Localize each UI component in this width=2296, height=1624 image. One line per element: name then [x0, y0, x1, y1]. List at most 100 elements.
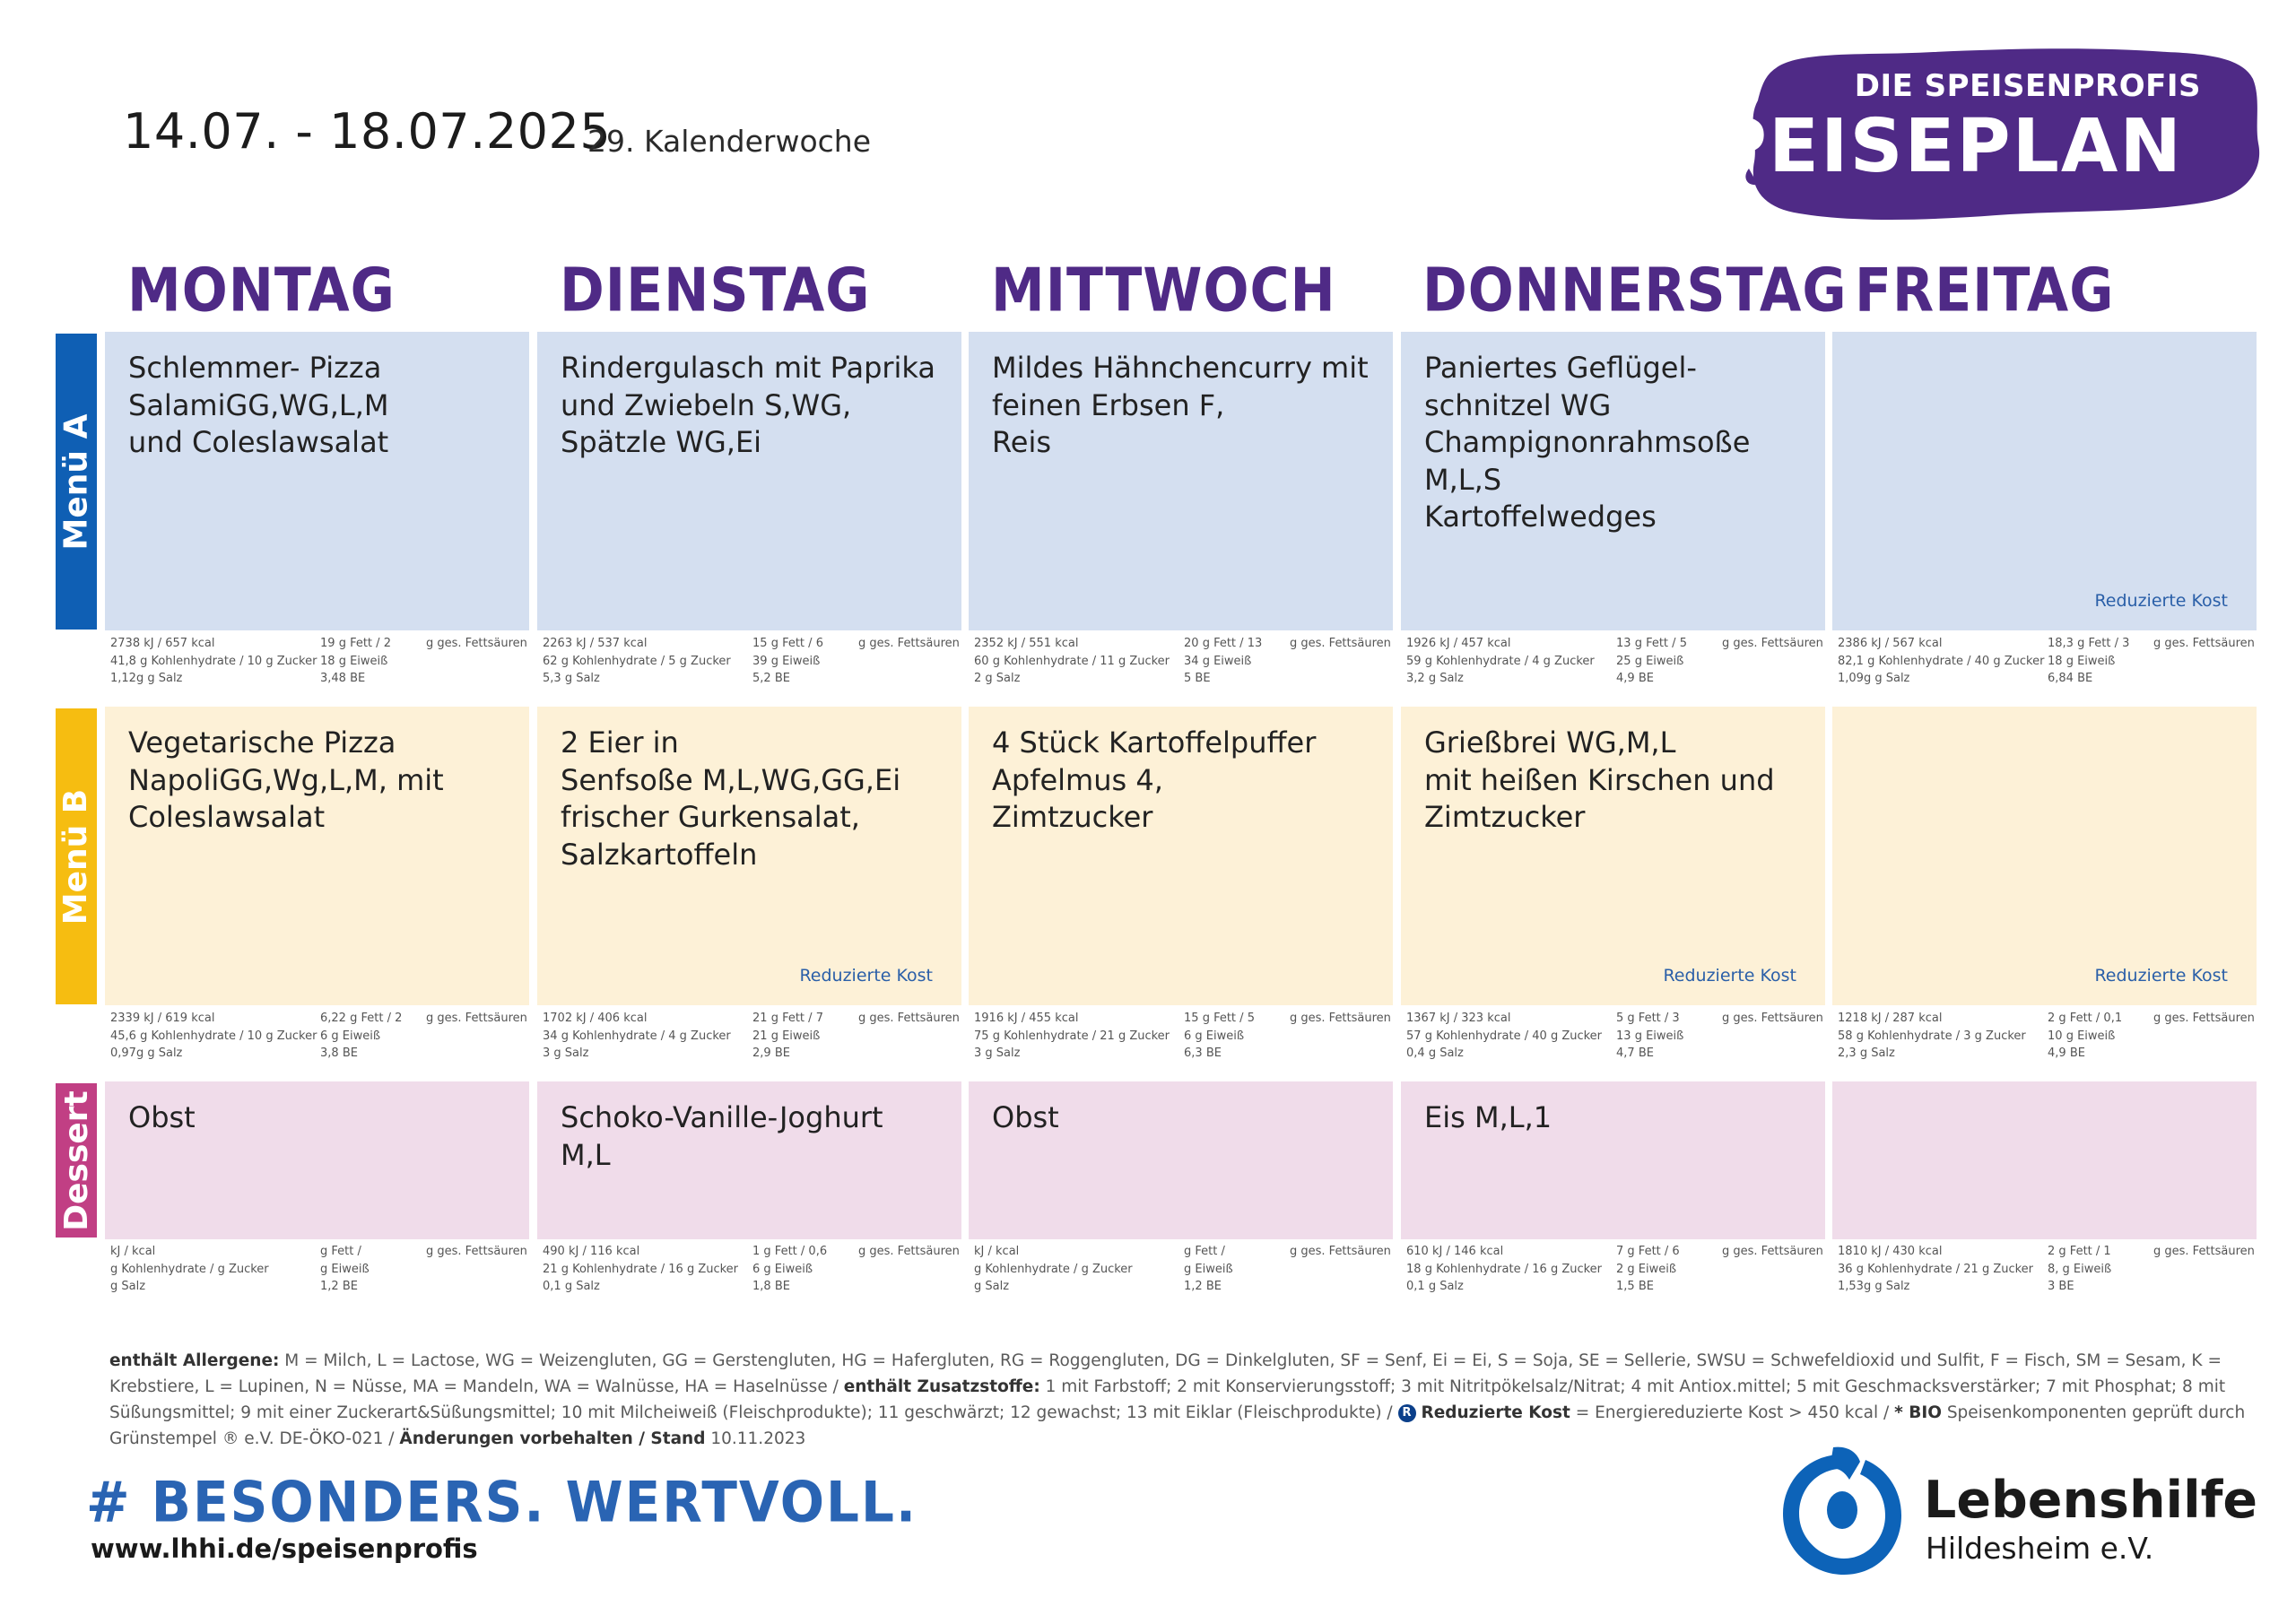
menu-cell-dessert: Obst: [105, 1081, 529, 1239]
nutrition-col-fatty-acids: g ges. Fettsäuren: [426, 635, 527, 653]
brand-big-title: SPEISEPLAN: [1657, 104, 2183, 189]
nutrition-value: 2738: [110, 637, 141, 650]
nutrition-value: 1,2: [320, 1280, 339, 1293]
nutrition-value: g Kohlenhydrate /: [561, 1262, 665, 1276]
nutrition-value: 537: [597, 637, 621, 650]
row-label-menu-a: Menü A: [56, 334, 97, 630]
nutrition-value: g Zucker: [1993, 654, 2045, 668]
nutrition-col-fatty-acids: g ges. Fettsäuren: [858, 1010, 960, 1028]
nutrition-value: 7: [815, 1012, 823, 1025]
nutrition-info: 1926 kJ / 457 kcal 59 g Kohlenhydrate / …: [1401, 635, 1825, 689]
dish-name: Schoko-Vanille-Joghurt M,L: [561, 1100, 883, 1172]
nutrition-value: kJ /: [1871, 1012, 1890, 1025]
nutrition-value: g Salz: [985, 672, 1021, 685]
nutrition-value: g Kohlenhydrate /: [140, 654, 244, 668]
nutrition-value: BE: [1205, 1046, 1222, 1060]
nutrition-line: g ges. Fettsäuren: [1722, 635, 1823, 653]
nutrition-col-fat: g Fett / g Eiweiß 1,2 BE: [1184, 1243, 1233, 1296]
nutrition-value: g Fett /: [2058, 1012, 2100, 1025]
nutrition-col-energy: kJ / kcal g Kohlenhydrate / g Zucker g S…: [110, 1243, 269, 1296]
nutrition-value: g Zucker: [1550, 1262, 1603, 1276]
nutrition-value: kcal: [191, 1012, 215, 1025]
dish-name: 4 Stück Kartoffelpuffer Apfelmus 4, Zimt…: [992, 725, 1317, 834]
nutrition-line: 6,84 BE: [2048, 670, 2129, 688]
nutrition-value: kcal: [623, 1012, 648, 1025]
nutrition-value: kJ /: [144, 637, 162, 650]
nutrition-value: 0,1: [2103, 1012, 2123, 1025]
nutrition-line: 1367 kJ / 323 kcal: [1406, 1010, 1602, 1028]
nutrition-value: 455: [1029, 1012, 1052, 1025]
nutrition-value: g Zucker: [1543, 654, 1595, 668]
nutrition-value: 1: [752, 1245, 761, 1258]
menu-cell-menu-b: 2 Eier in Senfsoße M,L,WG,GG,Ei frischer…: [537, 707, 961, 1005]
nutrition-value: kcal: [623, 637, 648, 650]
nutrition-value: 4,9: [2048, 1046, 2066, 1060]
nutrition-line: g Eiweiß: [320, 1261, 370, 1279]
nutrition-line: 18 g Eiweiß: [2048, 653, 2129, 671]
nutrition-line: g Kohlenhydrate / g Zucker: [974, 1261, 1133, 1279]
legend-rk-label: Reduzierte Kost: [1421, 1403, 1570, 1422]
nutrition-value: 40: [1974, 654, 1990, 668]
nutrition-col-energy: 1926 kJ / 457 kcal 59 g Kohlenhydrate / …: [1406, 635, 1595, 688]
nutrition-value: 457: [1461, 637, 1484, 650]
website-link[interactable]: www.lhhi.de/speisenprofis: [91, 1533, 478, 1564]
nutrition-value: g Salz: [564, 1280, 600, 1293]
nutrition-value: 490: [543, 1245, 565, 1258]
nutrition-value: g Zucker: [217, 1262, 269, 1276]
dish-name: Obst: [128, 1100, 196, 1134]
legend-changes-label: Änderungen vorbehalten / Stand: [399, 1429, 706, 1448]
nutrition-value: kcal: [1487, 1012, 1511, 1025]
nutrition-value: 6,22: [320, 1012, 346, 1025]
nutrition-value: g Fett /: [1202, 637, 1244, 650]
nutrition-value: 13: [1616, 637, 1631, 650]
org-subtitle: Hildesheim e.V.: [1926, 1531, 2154, 1566]
nutrition-value: g Salz: [553, 1046, 589, 1060]
nutrition-value: 3: [974, 1046, 982, 1060]
nutrition-col-fat: 13 g Fett / 5 25 g Eiweiß 4,9 BE: [1616, 635, 1687, 688]
nutrition-value: 45,6: [110, 1029, 136, 1043]
nutrition-line: kJ / kcal: [974, 1243, 1133, 1261]
nutrition-line: g ges. Fettsäuren: [1290, 635, 1391, 653]
nutrition-line: 1702 kJ / 406 kcal: [543, 1010, 731, 1028]
row-label-text: Dessert: [57, 1090, 95, 1231]
dish-name: Vegetarische Pizza NapoliGG,Wg,L,M, mit …: [128, 725, 444, 834]
nutrition-line: 0,4 g Salz: [1406, 1045, 1602, 1063]
nutrition-value: 657: [165, 637, 188, 650]
day-header-dienstag: DIENSTAG: [560, 256, 871, 326]
nutrition-value: 3,48: [320, 672, 346, 685]
nutrition-value: g ges. Fettsäuren: [1722, 1245, 1823, 1258]
nutrition-value: g Salz: [1859, 1046, 1895, 1060]
nutrition-info: 1702 kJ / 406 kcal 34 g Kohlenhydrate / …: [537, 1010, 961, 1064]
nutrition-value: 3: [1672, 1012, 1680, 1025]
nutrition-col-fatty-acids: g ges. Fettsäuren: [2153, 635, 2255, 653]
nutrition-value: 10: [247, 654, 263, 668]
nutrition-value: g Kohlenhydrate /: [1856, 1262, 1961, 1276]
nutrition-value: 1,5: [1616, 1280, 1635, 1293]
nutrition-value: g Zucker: [679, 1029, 731, 1043]
nutrition-value: g Zucker: [1981, 1262, 2034, 1276]
nutrition-line: 4,7 BE: [1616, 1045, 1683, 1063]
nutrition-value: g Eiweiß: [320, 1262, 370, 1276]
nutrition-value: 430: [1892, 1245, 1916, 1258]
nutrition-line: 1,5 BE: [1616, 1278, 1680, 1296]
nutrition-info: 1218 kJ / 287 kcal 58 g Kohlenhydrate / …: [1832, 1010, 2257, 1064]
nutrition-value: 62: [543, 654, 558, 668]
nutrition-value: 5: [1679, 637, 1687, 650]
nutrition-value: 2: [1616, 1262, 1624, 1276]
nutrition-line: 6 g Eiweiß: [1184, 1028, 1255, 1046]
nutrition-value: 3: [2048, 1280, 2056, 1293]
nutrition-value: kcal: [996, 1245, 1020, 1258]
nutrition-line: 3 g Salz: [543, 1045, 731, 1063]
menu-cell-dessert: Obst: [969, 1081, 1393, 1239]
nutrition-value: 567: [1892, 637, 1916, 650]
nutrition-value: kcal: [191, 637, 215, 650]
reduced-diet-label: Reduzierte Kost: [2094, 966, 2228, 986]
nutrition-value: g ges. Fettsäuren: [858, 1245, 960, 1258]
legend-allergene-text: M = Milch, L = Lactose, WG = Weizenglute…: [109, 1351, 2222, 1396]
nutrition-col-energy: 2263 kJ / 537 kcal 62 g Kohlenhydrate / …: [543, 635, 731, 688]
nutrition-value: g ges. Fettsäuren: [1290, 1245, 1391, 1258]
nutrition-line: 2352 kJ / 551 kcal: [974, 635, 1170, 653]
nutrition-value: 4: [1532, 654, 1540, 668]
nutrition-value: 3: [2122, 637, 2130, 650]
nutrition-value: g Eiweiß: [2062, 1262, 2112, 1276]
